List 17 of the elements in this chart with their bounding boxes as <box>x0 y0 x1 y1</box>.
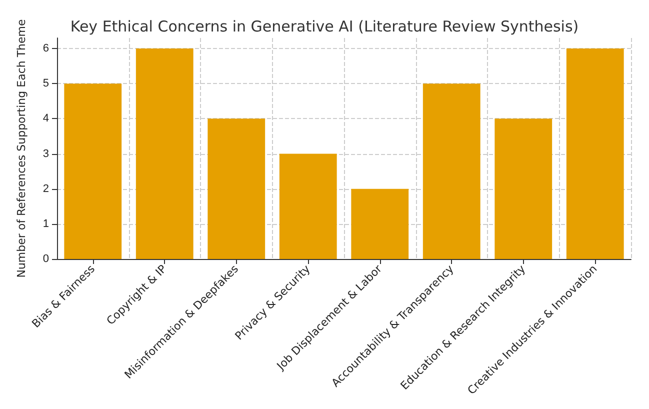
y-axis-title: Number of References Supporting Each Theme <box>15 19 28 278</box>
bar <box>279 154 337 259</box>
y-tick-label: 5 <box>42 78 49 90</box>
chart-title: Key Ethical Concerns in Generative AI (Literature Review Synthesis) <box>70 18 579 36</box>
y-tick-label: 3 <box>42 148 49 160</box>
y-tick-label: 4 <box>42 112 49 125</box>
bar <box>566 48 624 259</box>
bar <box>136 48 194 259</box>
bar <box>351 188 409 259</box>
bar <box>422 84 480 259</box>
bar <box>494 118 552 259</box>
y-tick-label: 6 <box>42 42 49 55</box>
bar <box>64 84 122 259</box>
y-tick-label: 0 <box>42 253 49 265</box>
y-tick-label: 1 <box>42 218 49 230</box>
y-tick-label: 2 <box>42 182 49 195</box>
bar <box>208 118 266 259</box>
